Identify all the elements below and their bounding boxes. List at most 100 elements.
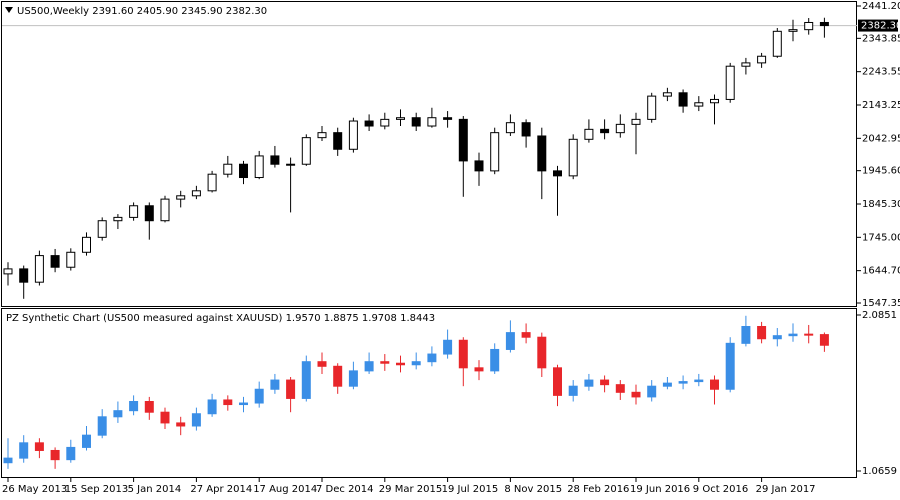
candle-body [113,216,123,222]
candle-body [427,353,437,363]
x-tick-label: 5 Jan 2014 [128,484,182,495]
candle-body [600,128,610,134]
y-tick-label: 1945.60 [862,166,900,177]
candle-body [804,21,814,31]
candle-body [521,332,531,338]
candle-body [411,117,421,127]
main-pane [1,1,857,307]
candle-body [270,379,280,390]
candle-body [82,434,91,448]
candle-body [380,361,390,364]
x-tick-label: 19 Jul 2015 [442,484,499,495]
candle-body [317,132,327,139]
candle-body [584,379,594,387]
candle-body [725,65,735,100]
candle-body [741,62,751,67]
last-price-box [858,19,898,32]
candle-body [333,132,343,150]
candle-body [537,135,547,172]
y-tick-label: 1745.00 [862,232,900,243]
candle-body [254,155,264,179]
y-tick-label: 2042.95 [862,133,900,144]
candle-body [804,333,814,336]
candle-body [176,422,186,427]
candle-body [254,388,264,404]
candle-body [725,342,735,390]
candle-body [176,195,186,200]
candle-body [34,442,44,451]
y-tick-label: 2.0851 [862,310,897,321]
candle-body [505,122,515,134]
main-title: US500,Weekly 2391.60 2405.90 2345.90 238… [17,6,267,17]
candle-body [710,379,719,390]
collapse-arrow[interactable] [5,7,13,13]
y-tick-label: 1644.70 [862,266,900,277]
candle-body [396,362,405,366]
candle-body [396,117,405,120]
x-tick-label: 9 Oct 2016 [693,484,748,495]
candle-body [757,55,767,64]
candle-body [82,236,91,253]
indicator-title: PZ Synthetic Chart (US500 measured again… [6,313,435,324]
x-tick-label: 28 Feb 2016 [567,484,629,495]
x-tick-label: 26 May 2013 [2,484,67,495]
candle-body [521,122,531,137]
candle-body [19,268,29,283]
candle-body [710,98,719,104]
candle-body [458,339,468,369]
candle-body [317,361,327,367]
candle-body [788,333,798,337]
candle-body [66,446,76,461]
candle-body [741,325,751,344]
candle-body [3,457,13,464]
candle-body [113,410,123,418]
x-tick-label: 27 Apr 2014 [190,484,252,495]
candle-body [301,361,311,399]
candle-body [631,118,641,125]
candle-body [584,128,594,140]
candle-body [3,268,13,275]
candle-body [553,367,562,396]
candle-body [537,336,547,369]
candle-body [207,173,217,192]
candle-body [19,442,29,459]
candle-body [553,170,562,177]
y-tick-label: 2343.85 [862,33,900,44]
candle-body [160,411,170,424]
x-tick-label: 8 Nov 2015 [504,484,562,495]
candle-body [662,382,672,387]
candle-body [34,255,44,283]
candle-body [191,413,201,427]
candle-body [301,137,311,165]
last-price-label: 2382.30 [861,21,900,32]
x-tick-label: 15 Sep 2013 [65,484,128,495]
candle-body [474,160,484,172]
candle-body [443,339,453,355]
candle-body [568,385,578,396]
candle-body [364,120,374,127]
candle-body [411,361,421,366]
candle-body [286,163,296,166]
candle-body [380,118,390,127]
candle-body [615,123,625,134]
candle-body [160,198,170,222]
candle-body [694,379,704,383]
candle-body [443,117,453,120]
candle-body [819,21,829,27]
candle-body [223,163,233,175]
candle-body [458,118,468,162]
candle-body [97,220,107,238]
x-tick-label: 19 Jun 2016 [630,484,690,495]
candle-body [678,92,688,107]
candle-body [129,400,139,412]
candle-body [223,399,233,406]
candle-body [129,205,139,218]
candle-body [678,381,688,384]
candle-body [474,367,484,372]
candle-body [757,325,767,340]
candle-body [772,335,782,340]
candle-body [97,416,107,436]
candle-body [772,30,782,57]
y-tick-label: 2143.25 [862,100,900,111]
